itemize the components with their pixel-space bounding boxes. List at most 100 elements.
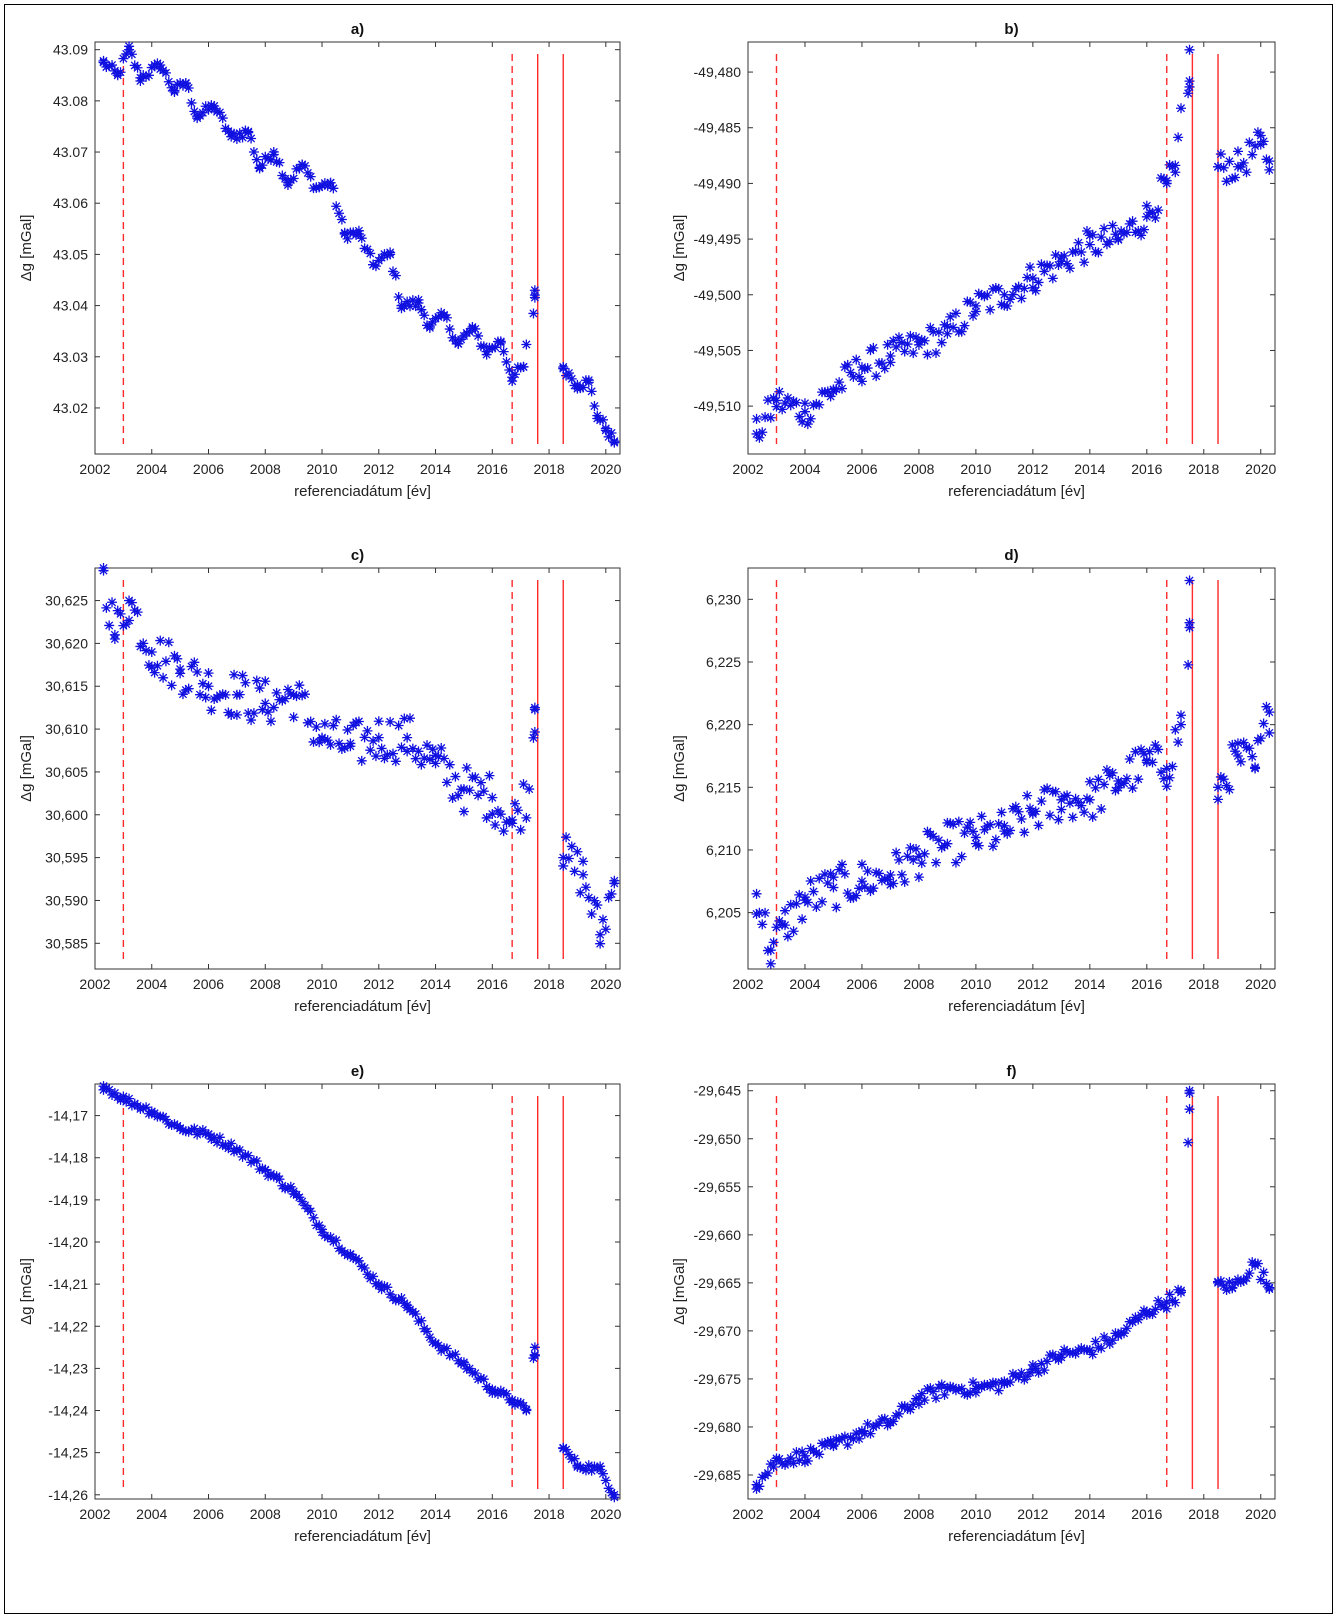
data-point bbox=[1147, 207, 1158, 218]
x-tick-label: 2004 bbox=[789, 1506, 820, 1522]
data-point bbox=[288, 1186, 299, 1197]
data-point bbox=[1030, 285, 1041, 296]
data-point bbox=[1033, 820, 1044, 831]
x-tick-label: 2016 bbox=[477, 976, 508, 992]
data-point bbox=[862, 866, 873, 877]
data-point bbox=[885, 870, 896, 881]
data-point bbox=[169, 1119, 180, 1130]
data-point bbox=[791, 1447, 802, 1458]
data-point bbox=[931, 348, 942, 358]
data-point bbox=[933, 327, 944, 338]
data-point bbox=[908, 854, 919, 865]
data-point bbox=[444, 324, 455, 335]
y-tick-label: -49,500 bbox=[694, 287, 742, 303]
data-point bbox=[802, 1455, 813, 1466]
data-point bbox=[336, 214, 347, 225]
data-point bbox=[882, 874, 893, 885]
data-point bbox=[982, 821, 993, 832]
data-point bbox=[1027, 1364, 1038, 1375]
data-point bbox=[1221, 780, 1232, 791]
data-point bbox=[970, 1383, 981, 1394]
data-point bbox=[291, 691, 302, 702]
data-point bbox=[288, 689, 299, 700]
x-tick-label: 2010 bbox=[960, 976, 991, 992]
data-point bbox=[317, 1224, 328, 1235]
plot-area bbox=[94, 41, 621, 455]
x-tick-label: 2014 bbox=[1074, 976, 1105, 992]
data-point bbox=[580, 882, 591, 893]
data-point bbox=[985, 1381, 996, 1392]
data-point bbox=[470, 1368, 481, 1379]
y-tick-label: 43.08 bbox=[53, 93, 88, 109]
data-point bbox=[518, 361, 529, 372]
data-point bbox=[999, 289, 1010, 300]
data-point bbox=[819, 387, 830, 398]
x-tick-label: 2018 bbox=[533, 976, 564, 992]
data-point bbox=[774, 386, 785, 397]
data-point bbox=[968, 826, 979, 837]
data-point bbox=[248, 708, 259, 719]
data-point bbox=[780, 905, 791, 916]
data-point bbox=[331, 1235, 342, 1246]
x-tick-label: 2004 bbox=[789, 976, 820, 992]
y-tick-label: 43.09 bbox=[53, 42, 88, 58]
data-point bbox=[913, 1393, 924, 1404]
data-point bbox=[751, 909, 762, 920]
y-tick-label: -14,20 bbox=[48, 1234, 88, 1250]
data-point bbox=[993, 1385, 1004, 1396]
data-point bbox=[1087, 811, 1098, 822]
data-point bbox=[583, 1460, 594, 1471]
data-point bbox=[762, 1468, 773, 1479]
data-point bbox=[874, 868, 885, 879]
data-point bbox=[311, 182, 322, 193]
data-point bbox=[124, 595, 135, 606]
data-point bbox=[419, 310, 430, 321]
data-point bbox=[896, 337, 907, 348]
data-point bbox=[334, 208, 345, 219]
y-tick-label: -29,660 bbox=[694, 1227, 742, 1243]
y-tick-label: -14,26 bbox=[48, 1487, 88, 1503]
data-point bbox=[797, 1446, 808, 1457]
data-point bbox=[768, 1461, 779, 1472]
data-point bbox=[1164, 1289, 1175, 1300]
data-point bbox=[1030, 806, 1041, 817]
data-point bbox=[521, 1405, 532, 1416]
data-point bbox=[965, 817, 976, 828]
data-point bbox=[942, 838, 953, 849]
data-point bbox=[189, 1123, 200, 1134]
data-point bbox=[1258, 1267, 1269, 1278]
data-point bbox=[1215, 1276, 1226, 1287]
data-point bbox=[888, 878, 899, 889]
data-point bbox=[799, 406, 810, 417]
data-point bbox=[265, 716, 276, 727]
x-tick-label: 2020 bbox=[590, 461, 621, 477]
x-axis-label: referenciadátum [év] bbox=[948, 998, 1085, 1015]
data-point bbox=[600, 1475, 611, 1486]
data-point bbox=[529, 702, 540, 713]
data-point bbox=[274, 1174, 285, 1185]
y-tick-label: -49,505 bbox=[694, 342, 742, 358]
data-point bbox=[305, 1206, 316, 1217]
data-point bbox=[802, 419, 813, 430]
data-point bbox=[825, 1435, 836, 1446]
data-point bbox=[203, 668, 214, 679]
data-point bbox=[970, 832, 981, 843]
data-point bbox=[1170, 160, 1181, 171]
data-point bbox=[572, 846, 583, 857]
data-point bbox=[146, 662, 157, 673]
data-point bbox=[351, 229, 362, 240]
data-point bbox=[589, 401, 600, 412]
data-point bbox=[143, 70, 154, 81]
data-point bbox=[1076, 247, 1087, 258]
data-point bbox=[1241, 1273, 1252, 1284]
data-point bbox=[257, 704, 268, 715]
data-point bbox=[180, 685, 191, 696]
data-point bbox=[121, 48, 132, 59]
data-point bbox=[515, 824, 526, 835]
data-point bbox=[606, 888, 617, 899]
data-point bbox=[558, 1443, 569, 1454]
data-point bbox=[328, 1236, 339, 1247]
x-tick-label: 2002 bbox=[79, 1506, 110, 1522]
data-point bbox=[837, 859, 848, 870]
data-point bbox=[501, 356, 512, 367]
